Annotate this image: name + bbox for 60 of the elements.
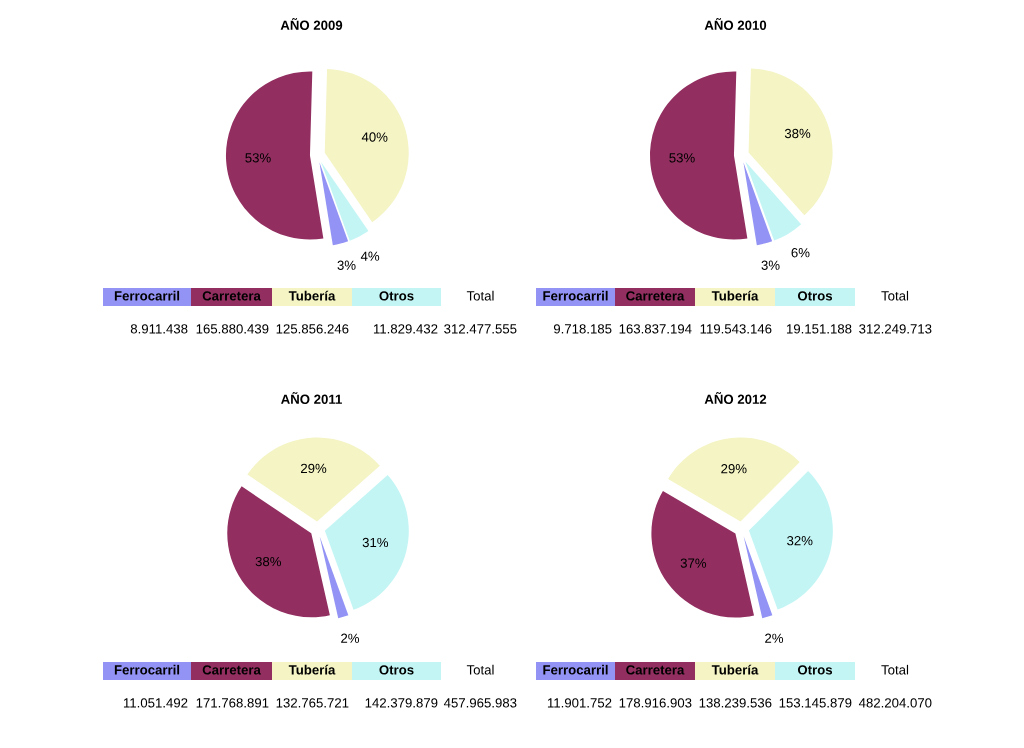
text: Total [466, 290, 494, 301]
legend-label: Ferrocarril [543, 290, 608, 301]
text: 132.765.721 [276, 698, 349, 708]
text: 11.901.752 [547, 698, 612, 708]
legend-label: Ferrocarril [114, 664, 180, 675]
data-label: 38% [784, 128, 811, 139]
legend-label: Otros [379, 665, 414, 675]
text: 312.477.555 [444, 324, 517, 334]
data-label: 4% [360, 251, 380, 261]
chart-title: AÑO 2011 [281, 392, 342, 404]
data-label: 53% [245, 153, 271, 163]
text: 171.768.891 [196, 698, 269, 708]
text: 165.880.439 [196, 324, 269, 334]
legend-label: Tubería [288, 664, 336, 675]
text: 457.965.983 [443, 698, 517, 708]
legend-label: Ferrocarril [543, 664, 608, 675]
text: 19.151.188 [786, 324, 852, 334]
data-label: 53% [669, 153, 695, 163]
text: Total [881, 290, 909, 301]
legend-label: Carretera [202, 665, 261, 675]
legend-label: Tubería [711, 290, 759, 301]
chart-title: AÑO 2012 [704, 392, 767, 404]
legend-label: Otros [797, 291, 833, 301]
text: 125.856.246 [276, 324, 349, 334]
data-label: 6% [791, 248, 810, 258]
text: 11.051.492 [123, 698, 188, 708]
legend-label: Carretera [626, 665, 685, 675]
data-label: 2% [765, 633, 784, 643]
data-label: 29% [301, 463, 327, 474]
text: 178.916.903 [619, 698, 692, 708]
text: 11.829.432 [373, 324, 438, 334]
legend-label: Carretera [202, 291, 261, 301]
chart-title: AÑO 2010 [704, 18, 767, 30]
legend-label: Tubería [711, 664, 759, 675]
legend-label: Carretera [626, 291, 685, 301]
legend-label: Otros [797, 665, 833, 675]
text: 142.379.879 [365, 698, 438, 708]
data-label: 40% [361, 132, 388, 142]
text: 153.145.879 [779, 698, 852, 708]
text: 8.911.438 [130, 324, 188, 334]
data-label: 3% [337, 260, 356, 270]
data-label: 32% [787, 536, 813, 546]
data-label: 2% [341, 633, 360, 643]
text: 138.239.536 [699, 698, 772, 708]
data-label: 31% [362, 537, 389, 548]
text: 119.543.146 [700, 324, 772, 334]
data-label: 29% [721, 464, 747, 474]
legend-label: Tubería [288, 290, 336, 301]
legend-label: Otros [379, 291, 414, 301]
text: Total [466, 664, 494, 675]
data-label: 3% [761, 260, 780, 270]
text: 163.837.194 [619, 324, 692, 334]
data-label: 37% [680, 558, 707, 568]
chart-title: AÑO 2009 [280, 18, 343, 30]
text: 9.718.185 [553, 324, 612, 334]
legend-label: Ferrocarril [114, 290, 180, 301]
data-label: 38% [255, 556, 282, 567]
text: Total [881, 664, 909, 675]
text: 482.204.070 [858, 698, 932, 708]
text: 312.249.713 [859, 324, 932, 334]
